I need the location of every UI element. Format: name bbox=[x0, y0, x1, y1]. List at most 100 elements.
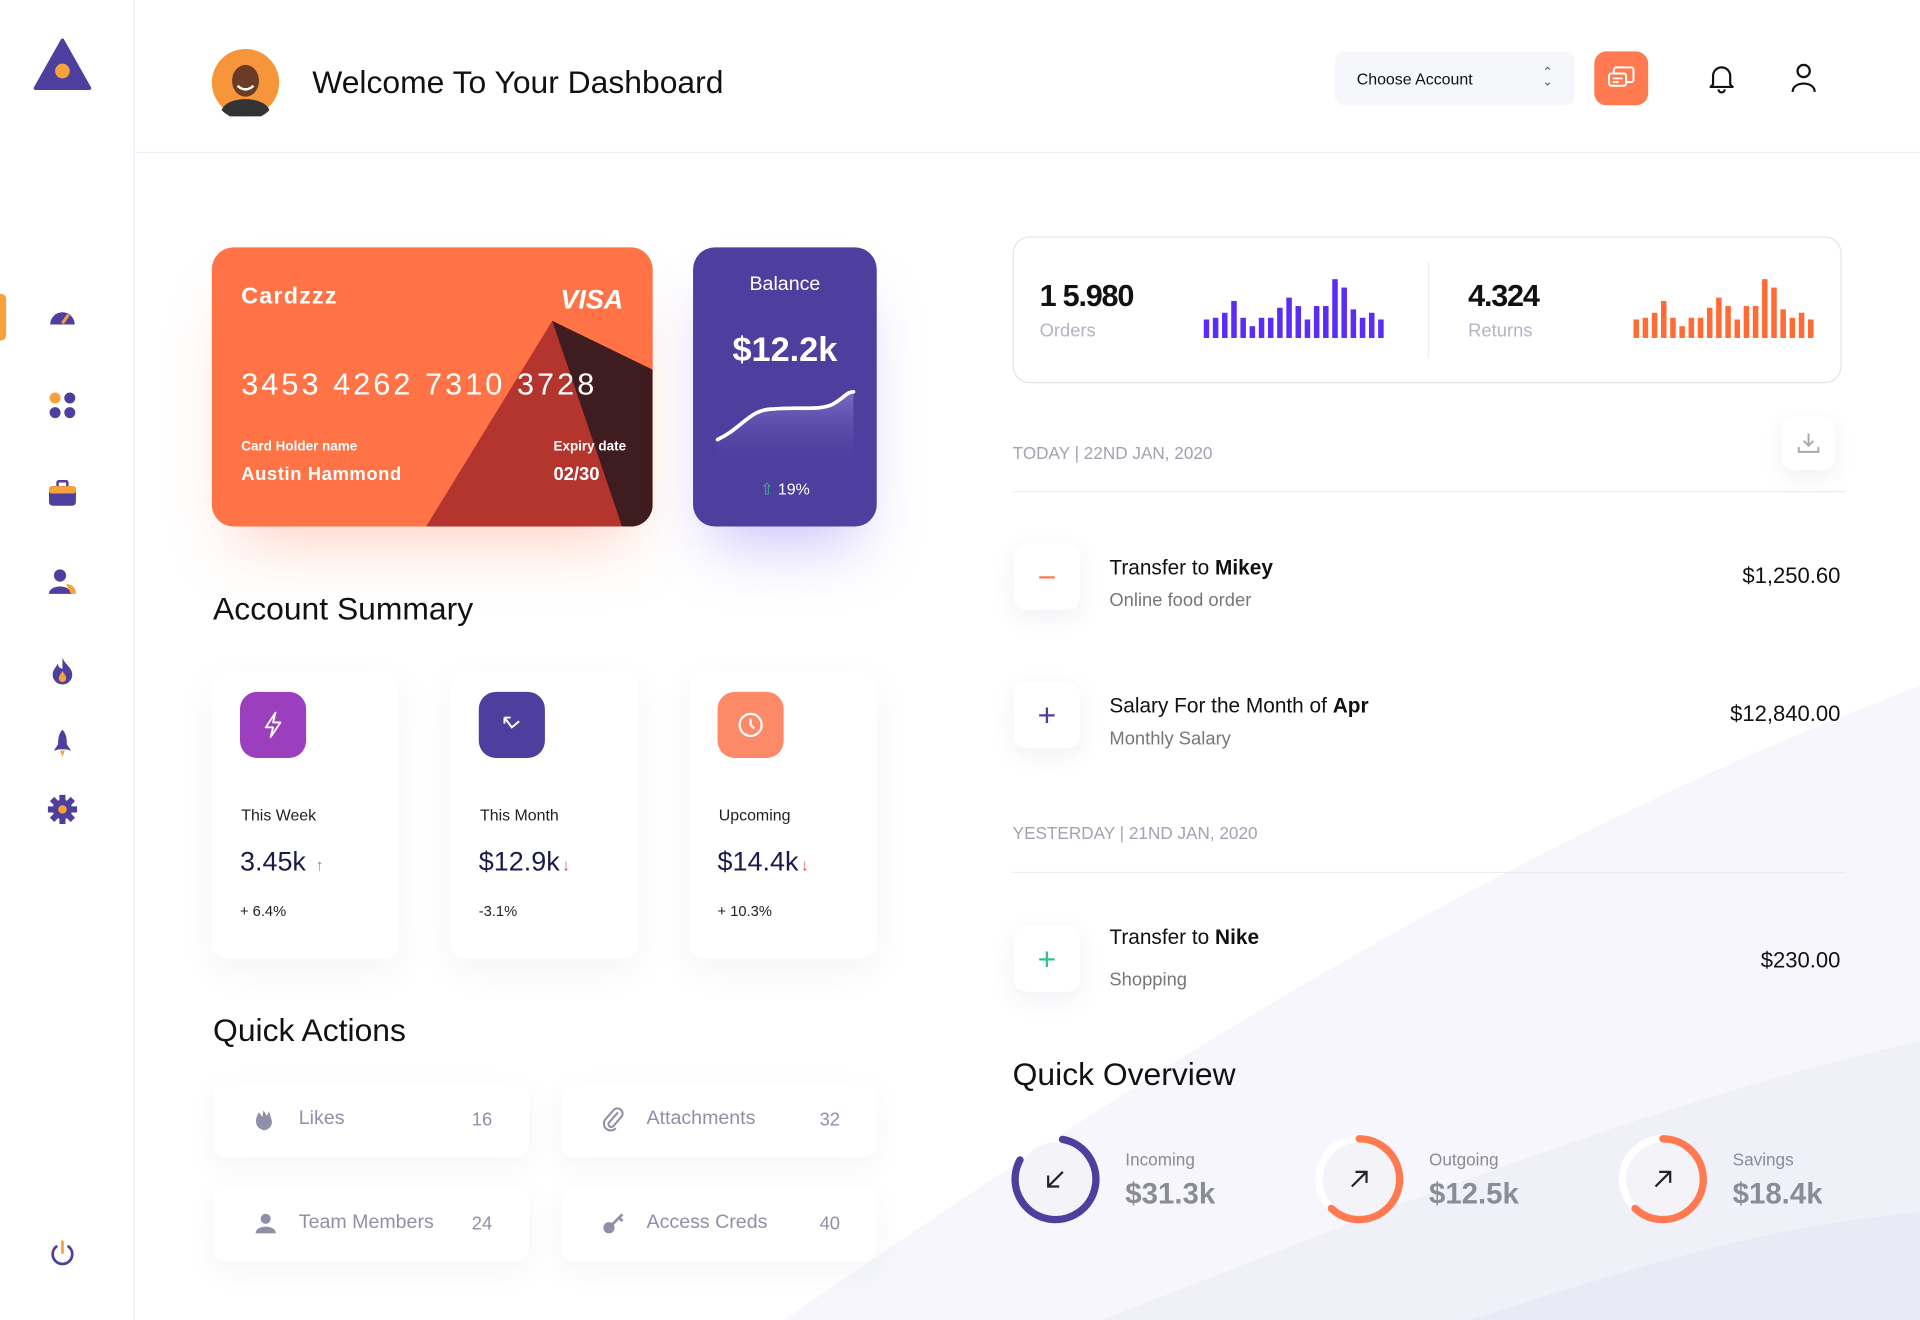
balance-label: Balance bbox=[749, 274, 821, 296]
download-button[interactable] bbox=[1781, 416, 1836, 471]
overview-label: Incoming bbox=[1125, 1149, 1195, 1170]
summary-card[interactable]: This Month $12.9k ↓ -3.1% bbox=[450, 671, 638, 959]
header-divider bbox=[135, 151, 1920, 154]
summary-amount: $14.4k bbox=[717, 846, 799, 877]
clock-icon bbox=[738, 712, 763, 738]
messages-button[interactable] bbox=[1594, 51, 1649, 106]
transaction-title: Transfer to Nike bbox=[1109, 926, 1259, 950]
overview-label: Savings bbox=[1732, 1149, 1794, 1170]
summary-card[interactable]: Upcoming $14.4k ↓ + 10.3% bbox=[689, 671, 877, 959]
quick-action-icon bbox=[598, 1207, 630, 1239]
plus-icon[interactable]: + bbox=[1013, 925, 1081, 992]
summary-change: + 10.3% bbox=[717, 902, 772, 920]
bar bbox=[1807, 319, 1814, 338]
bar bbox=[1706, 307, 1713, 338]
bar bbox=[1249, 326, 1256, 338]
bar bbox=[1341, 287, 1347, 338]
balance-change: ⇧ 19% bbox=[693, 480, 877, 500]
divider bbox=[1012, 491, 1846, 493]
progress-arc bbox=[1618, 1135, 1707, 1224]
bar bbox=[1697, 317, 1704, 338]
stats-panel: 1 5.980 Orders 4.324 Returns bbox=[1012, 236, 1842, 384]
bar bbox=[1725, 306, 1731, 338]
users-icon[interactable] bbox=[48, 567, 77, 596]
summary-value: $14.4k ↓ bbox=[718, 846, 809, 878]
balance-card[interactable]: Balance $12.2k ⇧ 19% bbox=[693, 247, 877, 527]
card-number: 3453 4262 7310 3728 bbox=[241, 367, 598, 402]
transaction-amount: $12,840.00 bbox=[1730, 701, 1841, 727]
settings-icon[interactable] bbox=[47, 794, 78, 825]
bar bbox=[1670, 317, 1676, 338]
page-title: Welcome To Your Dashboard bbox=[312, 63, 724, 101]
arrow-up-left-icon bbox=[503, 716, 520, 729]
quick-action-team-members[interactable]: Team Members 24 bbox=[213, 1185, 529, 1262]
summary-amount: 3.45k bbox=[240, 846, 306, 877]
progress-ring bbox=[1618, 1135, 1707, 1224]
card-holder-label: Card Holder name bbox=[241, 439, 358, 455]
bar bbox=[1231, 301, 1237, 338]
bar bbox=[1642, 317, 1649, 338]
avatar[interactable] bbox=[211, 48, 280, 117]
summary-card[interactable]: This Week 3.45k ↑ + 6.4% bbox=[211, 671, 400, 959]
card-brand: Cardzzz bbox=[241, 284, 338, 310]
quick-action-count: 32 bbox=[819, 1108, 841, 1130]
summary-icon-box bbox=[240, 691, 307, 758]
transaction-prefix: Salary For the Month of bbox=[1109, 694, 1333, 718]
summary-label: This Week bbox=[241, 805, 317, 825]
orders-bar-chart bbox=[1203, 279, 1384, 338]
bar bbox=[1295, 306, 1302, 338]
bar bbox=[1267, 317, 1274, 338]
trend-up-icon: ↑ bbox=[315, 855, 324, 875]
rocket-icon[interactable] bbox=[48, 729, 77, 758]
dashboard-icon[interactable] bbox=[48, 302, 77, 331]
bar bbox=[1359, 317, 1366, 338]
bar bbox=[1762, 279, 1768, 338]
summary-icon-box bbox=[478, 691, 545, 758]
bar bbox=[1323, 306, 1329, 338]
quick-action-label: Access Creds bbox=[646, 1212, 768, 1234]
apps-icon[interactable] bbox=[48, 391, 77, 420]
transaction-amount: $1,250.60 bbox=[1742, 563, 1841, 588]
bar bbox=[1679, 326, 1685, 338]
fire-icon[interactable] bbox=[48, 655, 77, 685]
quick-action-count: 40 bbox=[819, 1212, 841, 1234]
quick-action-likes[interactable]: Likes 16 bbox=[213, 1081, 529, 1158]
credit-card[interactable]: Cardzzz VISA 3453 4262 7310 3728 Card Ho… bbox=[211, 247, 653, 527]
expiry-date: 02/30 bbox=[553, 464, 600, 485]
bar bbox=[1212, 317, 1219, 338]
transaction-recipient: Mikey bbox=[1215, 555, 1273, 580]
returns-bar-chart bbox=[1633, 279, 1814, 338]
power-icon[interactable] bbox=[48, 1239, 77, 1268]
stats-divider bbox=[1427, 262, 1429, 358]
quick-action-attachments[interactable]: Attachments 32 bbox=[560, 1081, 877, 1158]
orders-label: Orders bbox=[1039, 320, 1096, 342]
bar bbox=[1258, 317, 1265, 338]
bell-icon[interactable] bbox=[1707, 62, 1736, 94]
transaction-prefix: Transfer to bbox=[1109, 555, 1216, 580]
day-label-today: TODAY | 22ND JAN, 2020 bbox=[1012, 443, 1213, 463]
arrow-up-icon: ⇧ bbox=[760, 480, 774, 499]
clap-icon bbox=[256, 1110, 272, 1131]
transaction-title: Salary For the Month of Apr bbox=[1109, 694, 1368, 718]
bar bbox=[1332, 279, 1338, 338]
bar bbox=[1688, 317, 1695, 338]
overview-label: Outgoing bbox=[1428, 1149, 1499, 1170]
returns-value: 4.324 bbox=[1468, 279, 1540, 314]
download-icon bbox=[1797, 433, 1820, 453]
orders-value: 1 5.980 bbox=[1039, 279, 1135, 314]
account-select[interactable]: Choose Account ⌃ ⌄ bbox=[1334, 51, 1575, 106]
divider bbox=[1012, 871, 1846, 874]
user-profile-icon[interactable] bbox=[1789, 62, 1818, 94]
bar bbox=[1798, 312, 1805, 338]
bar bbox=[1350, 309, 1357, 338]
briefcase-icon[interactable] bbox=[48, 479, 77, 508]
quick-action-access-creds[interactable]: Access Creds 40 bbox=[560, 1185, 877, 1262]
transaction-recipient: Nike bbox=[1215, 925, 1260, 949]
minus-icon[interactable]: − bbox=[1013, 543, 1081, 610]
returns-label: Returns bbox=[1468, 320, 1533, 342]
summary-label: Upcoming bbox=[718, 805, 791, 825]
plus-icon[interactable]: + bbox=[1013, 682, 1081, 749]
quick-action-icon bbox=[250, 1103, 282, 1135]
day-label-yesterday: YESTERDAY | 21ND JAN, 2020 bbox=[1012, 822, 1258, 843]
transaction-prefix: Transfer to bbox=[1109, 925, 1216, 949]
